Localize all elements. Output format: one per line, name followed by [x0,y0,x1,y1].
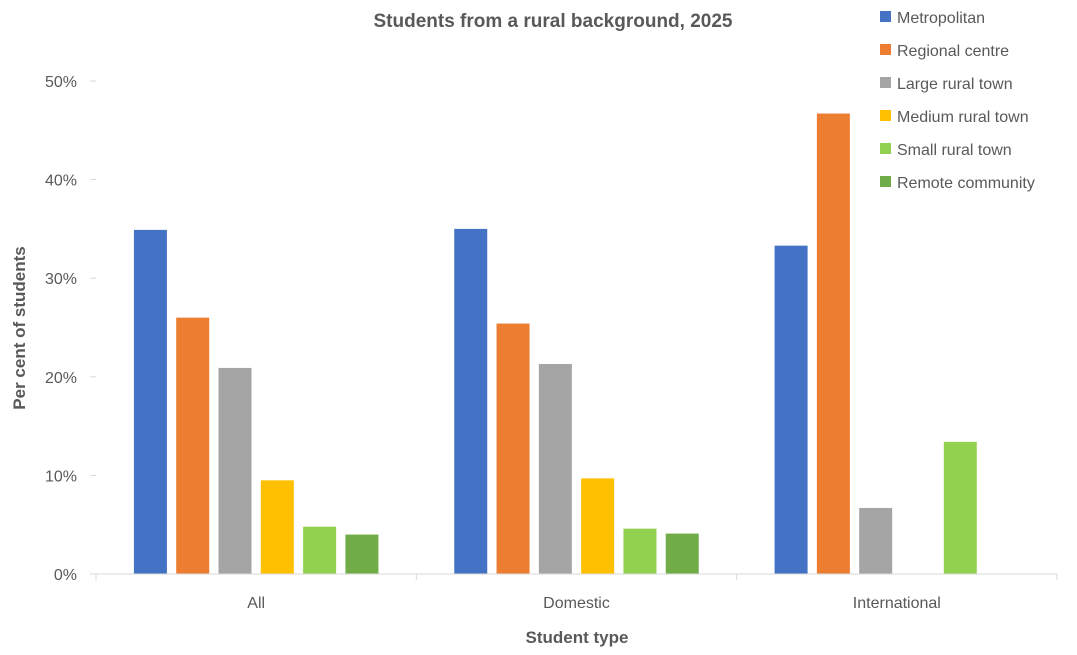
x-tick-label: Domestic [543,595,610,612]
y-tick-label: 10% [45,468,77,485]
bar-regional-centre-international [816,113,850,575]
legend-label: Regional centre [897,43,1009,60]
bars-group [133,113,977,575]
bar-regional-centre-all [176,317,210,574]
y-tick-label: 0% [54,567,77,584]
y-tick-label: 40% [45,173,77,190]
x-axis: All Domestic International [95,574,1058,612]
bar-regional-centre-domestic [496,323,530,574]
legend-swatch [880,77,891,88]
bar-remote-community-domestic [665,533,699,574]
legend-swatch [880,176,891,187]
legend-swatch [880,11,891,22]
bar-small-rural-town-all [303,526,337,574]
legend-swatch [880,110,891,121]
x-axis-title: Student type [526,628,629,647]
bar-small-rural-town-international [943,441,977,574]
legend-label: Metropolitan [897,10,985,27]
bar-large-rural-town-all [218,367,252,574]
bar-remote-community-all [345,534,379,574]
x-tick-label: All [247,595,265,612]
y-tick-label: 30% [45,271,77,288]
y-axis-title: Per cent of students [10,246,29,409]
legend: Metropolitan Regional centre Large rural t… [880,10,1035,192]
legend-label: Small rural town [897,142,1012,159]
x-tick-label: International [853,595,941,612]
bar-medium-rural-town-all [260,480,294,574]
bar-small-rural-town-domestic [623,528,657,574]
y-axis: 0% 10% 20% 30% 40% 50% [45,74,96,584]
bar-large-rural-town-domestic [538,363,572,574]
legend-label: Large rural town [897,76,1013,93]
bar-metropolitan-domestic [454,228,488,574]
legend-swatch [880,143,891,154]
bar-metropolitan-all [133,229,167,575]
chart-title: Students from a rural background, 2025 [374,11,733,32]
bar-large-rural-town-international [859,507,893,574]
legend-swatch [880,44,891,55]
y-tick-label: 50% [45,74,77,91]
bar-metropolitan-international [774,245,808,575]
legend-label: Remote community [897,175,1035,192]
y-tick-label: 20% [45,370,77,387]
bar-medium-rural-town-domestic [581,478,615,574]
legend-label: Medium rural town [897,109,1029,126]
